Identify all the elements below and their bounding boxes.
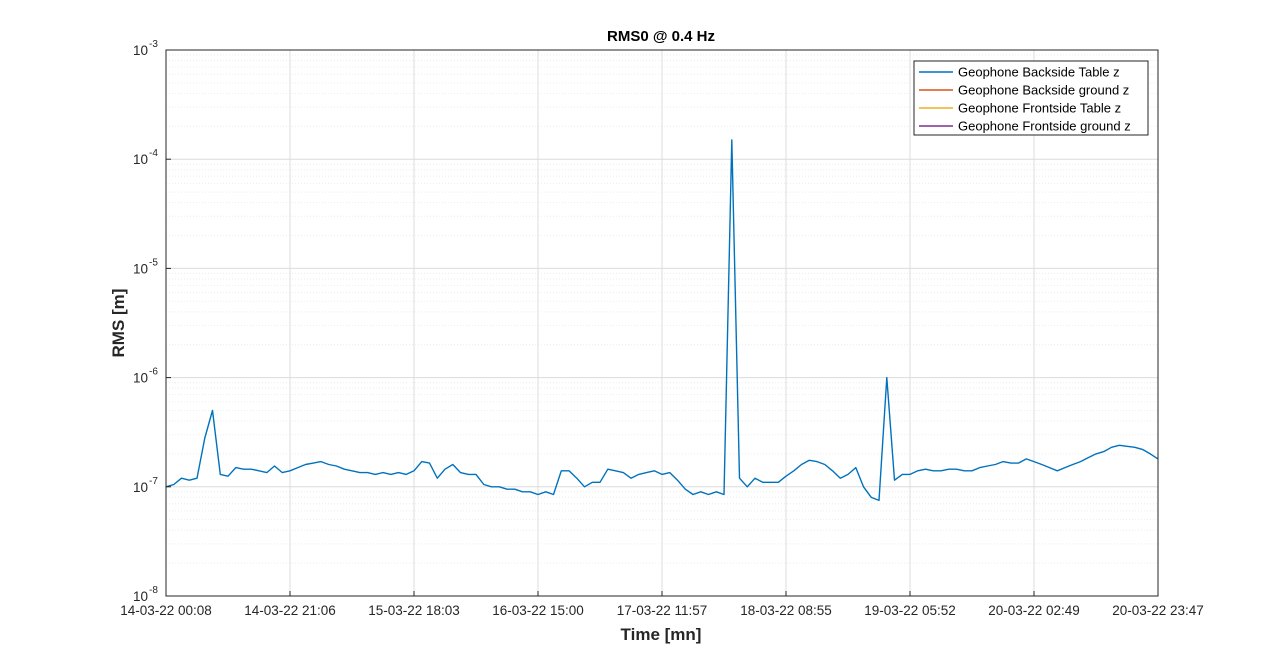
legend-label: Geophone Frontside Table z	[958, 101, 1121, 116]
y-tick-exponent: -4	[149, 148, 158, 159]
x-tick-label: 19-03-22 05:52	[864, 603, 956, 618]
y-tick-exponent: -8	[149, 585, 158, 596]
y-tick-label: 10	[133, 589, 148, 604]
x-tick-label: 18-03-22 08:55	[740, 603, 832, 618]
y-tick-label: 10	[133, 261, 148, 276]
chart-title: RMS0 @ 0.4 Hz	[607, 28, 715, 45]
x-tick-label: 14-03-22 00:08	[120, 603, 212, 618]
legend-box	[913, 60, 1149, 136]
y-tick-label: 10	[133, 480, 148, 495]
y-tick-label: 10	[133, 152, 148, 167]
legend-label: Geophone Frontside ground z	[958, 119, 1131, 134]
legend-label: Geophone Backside ground z	[958, 83, 1129, 98]
y-tick-exponent: -7	[149, 476, 158, 487]
y-tick-exponent: -5	[149, 257, 158, 268]
x-tick-label: 20-03-22 02:49	[988, 603, 1080, 618]
legend-label: Geophone Backside Table z	[958, 65, 1120, 80]
y-tick-label: 10	[133, 371, 148, 386]
legend: Geophone Backside Table z Geophone Backsi…	[913, 60, 1149, 136]
y-axis: 10-810-710-610-510-410-3	[133, 39, 171, 604]
y-tick-label: 10	[133, 43, 148, 58]
x-tick-label: 15-03-22 18:03	[368, 603, 460, 618]
x-tick-label: 16-03-22 15:00	[492, 603, 584, 618]
series-group	[165, 139, 1159, 502]
x-axis: 14-03-22 00:08 14-03-22 21:06 15-03-22 18:…	[120, 591, 1204, 618]
x-axis-label: Time [mn]	[621, 625, 702, 644]
series-line-1	[165, 139, 1159, 502]
y-tick-exponent: -6	[149, 367, 158, 378]
grid	[165, 49, 1159, 597]
y-axis-label: RMS [m]	[109, 289, 128, 358]
x-tick-label: 17-03-22 11:57	[617, 603, 708, 618]
y-tick-exponent: -3	[149, 39, 158, 50]
x-tick-label: 14-03-22 21:06	[244, 603, 336, 618]
x-tick-label: 20-03-22 23:47	[1112, 603, 1204, 618]
